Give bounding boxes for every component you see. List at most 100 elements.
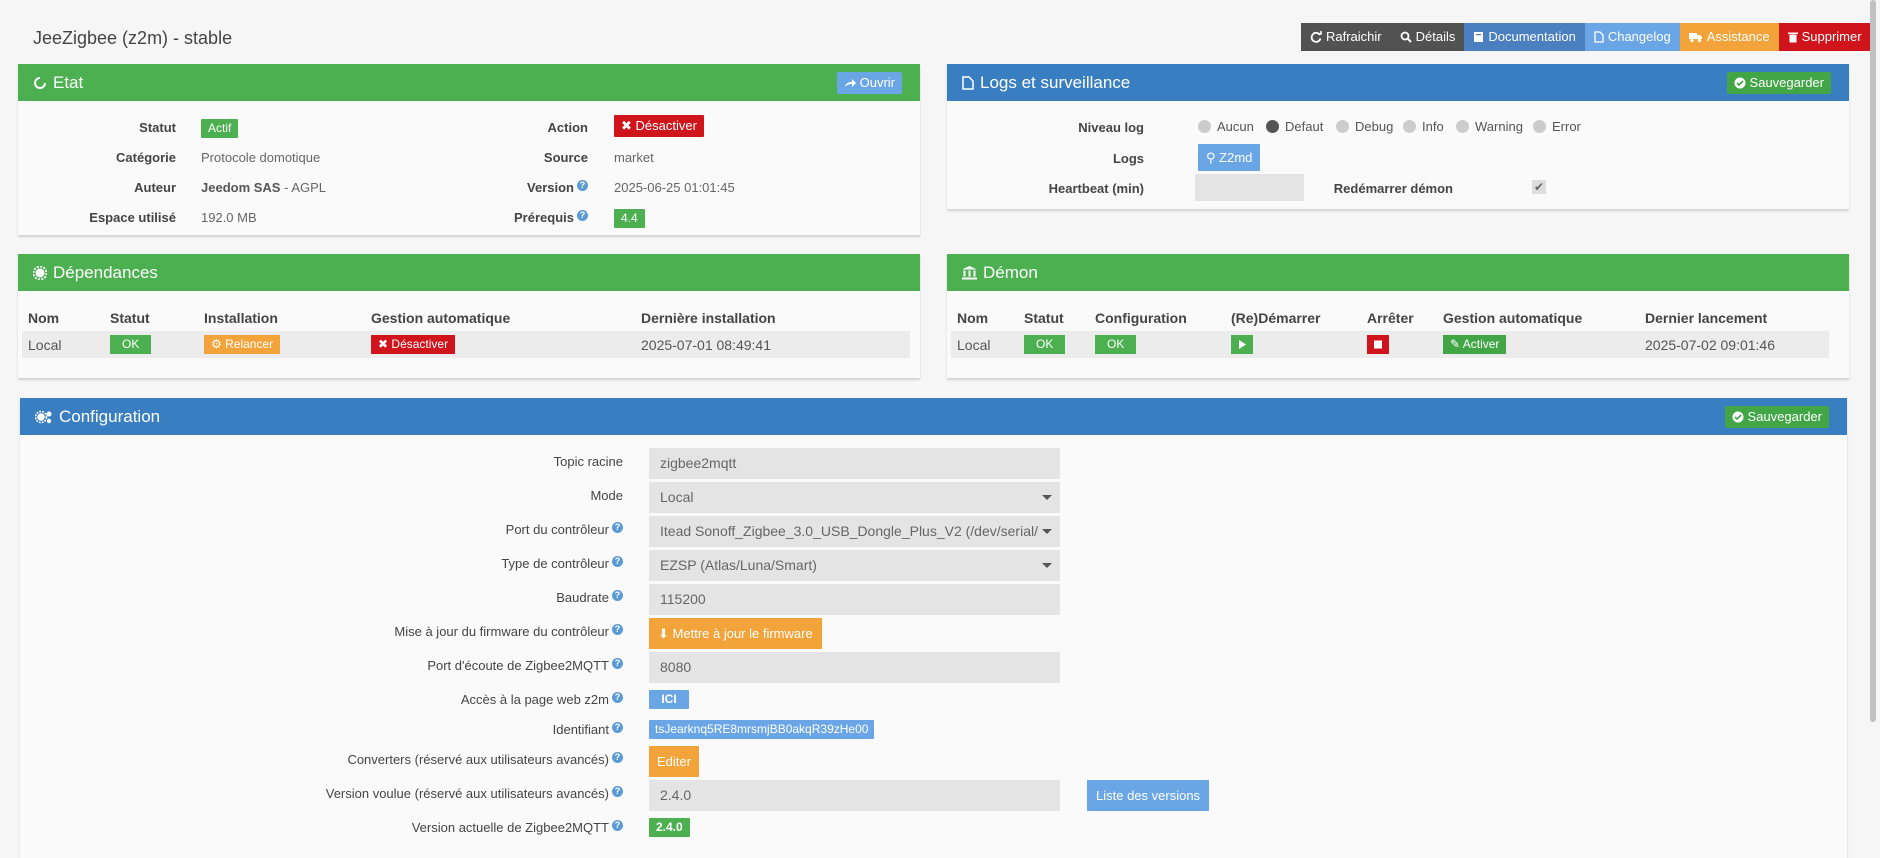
- caret-down-icon: [1042, 563, 1052, 568]
- column-header: Nom: [957, 309, 989, 326]
- baudrate-input[interactable]: 115200: [649, 584, 1060, 615]
- port-label-text: Port du contrôleur: [505, 522, 609, 537]
- firmware-label-text: Mise à jour du firmware du contrôleur: [394, 624, 609, 639]
- book-icon: [1474, 32, 1484, 42]
- column-header: Configuration: [1095, 309, 1187, 326]
- web-access-label: Accès à la page web z2m?: [461, 692, 623, 707]
- log-level-warning[interactable]: Warning: [1456, 119, 1523, 134]
- type-select[interactable]: EZSP (Atlas/Luna/Smart): [649, 550, 1060, 581]
- web-access-link[interactable]: ICI: [649, 690, 689, 709]
- help-icon[interactable]: ?: [612, 624, 623, 635]
- config-save-button[interactable]: Sauvegarder: [1724, 406, 1829, 428]
- demon-auto-activate-button[interactable]: ✎ Activer: [1443, 335, 1507, 354]
- source-label: Source: [543, 150, 588, 165]
- delete-label: Supprimer: [1801, 29, 1862, 44]
- radio-icon: [1336, 120, 1349, 133]
- demon-last-launch: 2025-07-02 09:01:46: [1639, 331, 1829, 358]
- log-level-info[interactable]: Info: [1403, 119, 1444, 134]
- table-row: Local OK OK ✎ Activer 2025-07-02 09:01:4…: [951, 331, 1829, 358]
- delete-button[interactable]: Supprimer: [1778, 23, 1871, 51]
- play-icon: [1239, 340, 1246, 349]
- help-icon[interactable]: ?: [612, 722, 623, 733]
- topic-input[interactable]: zigbee2mqtt: [649, 448, 1060, 479]
- statut-label: Statut: [139, 120, 176, 135]
- stop-daemon-button[interactable]: [1367, 335, 1389, 354]
- edit-converters-button[interactable]: Editer: [649, 746, 699, 777]
- demon-table: Nom Statut Configuration (Re)Démarrer Ar…: [951, 304, 1829, 358]
- truck-icon: [1688, 32, 1702, 42]
- z2md-log-button[interactable]: ⚲ Z2md: [1198, 144, 1261, 171]
- download-icon: ⬇: [658, 626, 669, 641]
- update-firmware-label: Mettre à jour le firmware: [672, 626, 813, 641]
- dep-status-badge: OK: [110, 335, 152, 354]
- column-header: Gestion automatique: [1443, 309, 1583, 326]
- espace-value: 192.0 MB: [201, 210, 257, 225]
- categorie-label: Catégorie: [116, 150, 176, 165]
- refresh-icon: [1310, 31, 1322, 43]
- logs-title: Logs et surveillance: [980, 72, 1131, 92]
- caret-down-icon: [1042, 495, 1052, 500]
- help-icon[interactable]: ?: [612, 522, 623, 533]
- details-button[interactable]: Détails: [1390, 23, 1465, 51]
- log-level-label: Warning: [1475, 119, 1523, 134]
- help-icon[interactable]: ?: [612, 590, 623, 601]
- log-level-aucun[interactable]: Aucun: [1198, 119, 1254, 134]
- dep-relaunch-button[interactable]: ⚙ Relancer: [204, 335, 281, 354]
- baudrate-label: Baudrate?: [556, 590, 623, 605]
- close-icon: ✖: [621, 118, 632, 133]
- help-icon[interactable]: ?: [612, 820, 623, 831]
- radio-icon: [1533, 120, 1546, 133]
- listen-port-input[interactable]: 8080: [649, 652, 1060, 683]
- mode-select[interactable]: Local: [649, 482, 1060, 513]
- help-icon[interactable]: ?: [612, 658, 623, 669]
- logs-save-button[interactable]: Sauvegarder: [1726, 72, 1831, 94]
- type-label-text: Type de contrôleur: [501, 556, 609, 571]
- restart-daemon-checkbox[interactable]: ✔: [1532, 180, 1546, 194]
- update-firmware-button[interactable]: ⬇ Mettre à jour le firmware: [649, 618, 822, 649]
- wanted-version-input[interactable]: 2.4.0: [649, 780, 1060, 811]
- documentation-label: Documentation: [1488, 29, 1576, 44]
- help-icon[interactable]: ?: [612, 752, 623, 763]
- table-row: Local OK ⚙ Relancer ✖ Désactiver 2025-07…: [22, 331, 910, 358]
- demon-auto-label: Activer: [1462, 337, 1500, 351]
- demon-title: Démon: [983, 262, 1038, 282]
- log-level-debug[interactable]: Debug: [1336, 119, 1393, 134]
- plugin-toolbar: Rafraichir Détails Documentation Changel…: [1301, 23, 1871, 51]
- radio-icon: [1456, 120, 1469, 133]
- refresh-label: Rafraichir: [1326, 29, 1382, 44]
- check-circle-icon: [1732, 411, 1744, 423]
- vertical-scrollbar[interactable]: [1870, 0, 1876, 722]
- dependances-title: Dépendances: [53, 262, 158, 282]
- etat-panel: Etat Ouvrir Statut Actif Catégorie Proto…: [18, 64, 920, 235]
- radio-checked-icon: [1266, 120, 1279, 133]
- versions-list-button[interactable]: Liste des versions: [1087, 780, 1210, 811]
- demon-status-badge: OK: [1024, 335, 1066, 354]
- dep-auto-deactivate-button[interactable]: ✖ Désactiver: [371, 335, 456, 354]
- refresh-button[interactable]: Rafraichir: [1301, 23, 1391, 51]
- help-icon[interactable]: ?: [612, 692, 623, 703]
- configuration-title: Configuration: [59, 406, 161, 426]
- deactivate-plugin-button[interactable]: ✖ Désactiver: [614, 115, 704, 137]
- stop-icon: [1374, 340, 1382, 349]
- column-header: Installation: [204, 309, 278, 326]
- log-level-defaut[interactable]: Defaut: [1266, 119, 1323, 134]
- help-icon[interactable]: ?: [577, 180, 588, 191]
- config-save-label: Sauvegarder: [1747, 409, 1822, 424]
- log-level-error[interactable]: Error: [1533, 119, 1581, 134]
- changelog-button[interactable]: Changelog: [1584, 23, 1680, 51]
- details-label: Détails: [1415, 29, 1456, 44]
- help-icon[interactable]: ?: [577, 210, 588, 221]
- open-button[interactable]: Ouvrir: [836, 72, 902, 94]
- port-value: Itead Sonoff_Zigbee_3.0_USB_Dongle_Plus_…: [660, 523, 1038, 539]
- z2md-log-label: Z2md: [1219, 150, 1253, 165]
- demon-config-badge: OK: [1095, 335, 1137, 354]
- start-daemon-button[interactable]: [1231, 335, 1253, 354]
- auteur-label: Auteur: [134, 180, 176, 195]
- help-icon[interactable]: ?: [612, 786, 623, 797]
- help-icon[interactable]: ?: [612, 556, 623, 567]
- documentation-button[interactable]: Documentation: [1464, 23, 1585, 51]
- log-level-label: Defaut: [1285, 119, 1324, 134]
- port-select[interactable]: Itead Sonoff_Zigbee_3.0_USB_Dongle_Plus_…: [649, 516, 1060, 547]
- assistance-button[interactable]: Assistance: [1679, 23, 1779, 51]
- heartbeat-input[interactable]: [1195, 174, 1304, 201]
